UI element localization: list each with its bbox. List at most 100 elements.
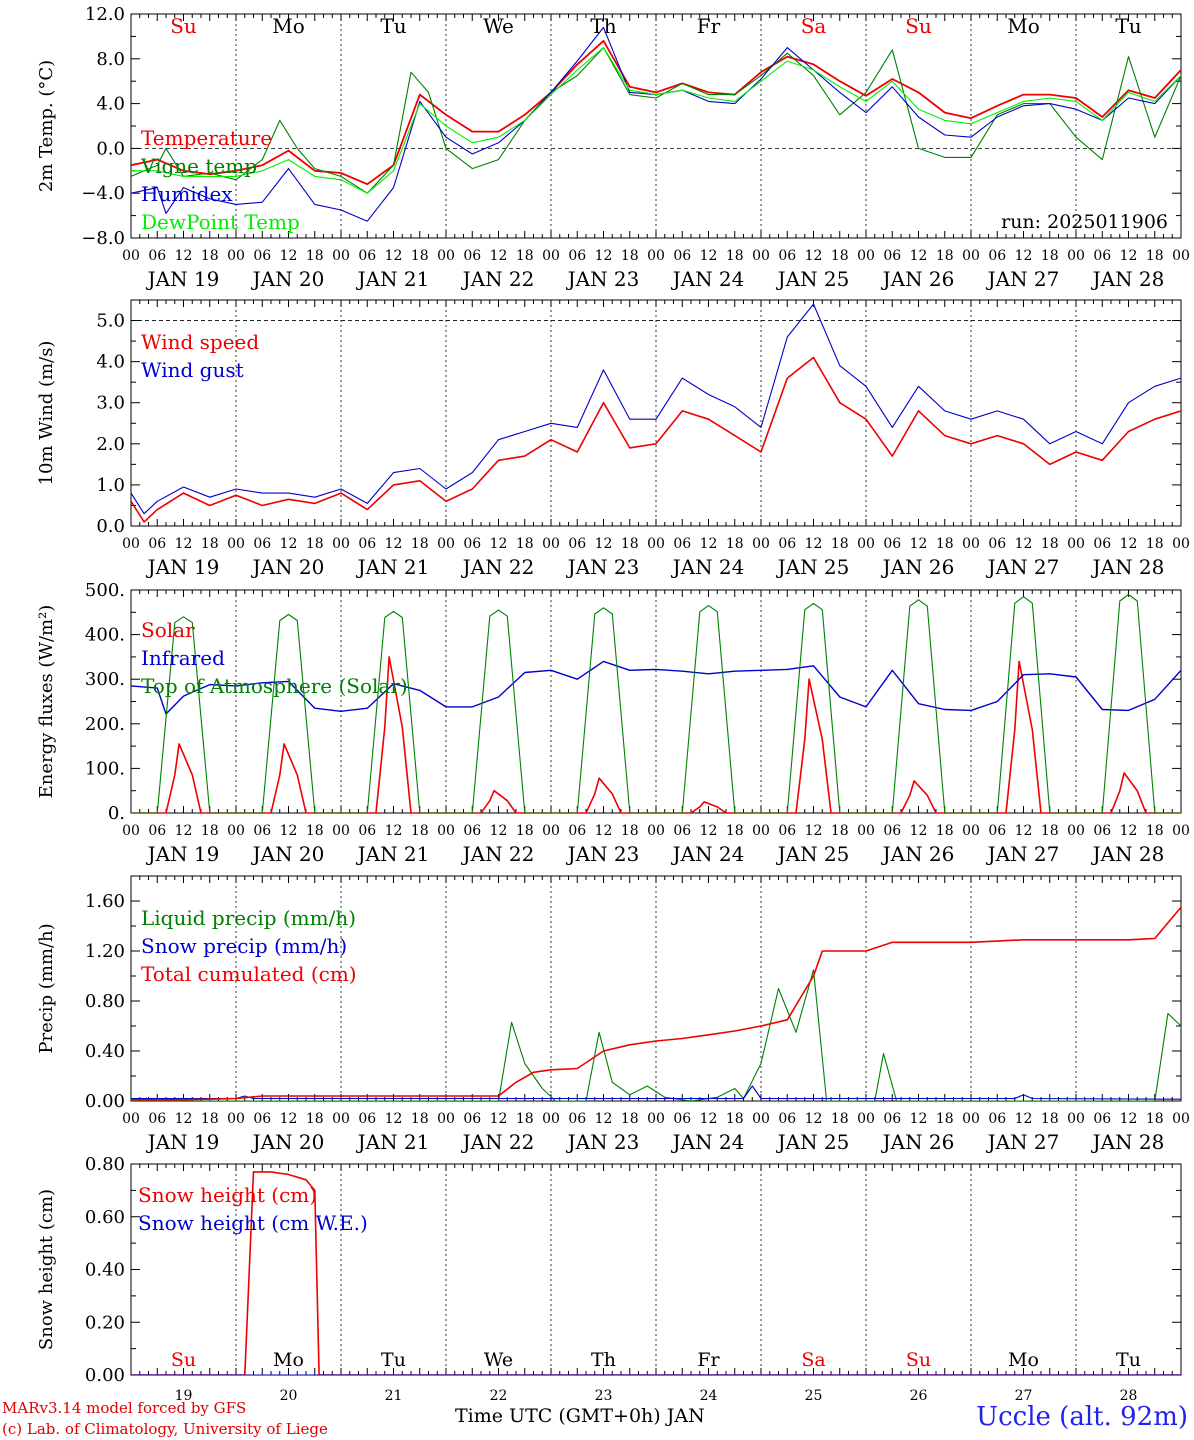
hour-label: 00 bbox=[542, 248, 560, 264]
weekday-label: Sa bbox=[801, 14, 827, 38]
day-label: JAN 28 bbox=[1091, 1130, 1165, 1154]
weekday-label: Fr bbox=[697, 1349, 720, 1371]
y-tick-label: 400. bbox=[85, 625, 125, 646]
day-label: JAN 20 bbox=[251, 1130, 325, 1154]
hour-label: 00 bbox=[962, 536, 980, 552]
hour-label: 06 bbox=[568, 536, 586, 552]
panel-3: 0. 100. 200. 300. 400. 500. Energy fluxes (W/m… bbox=[36, 580, 1190, 866]
hour-label: 00 bbox=[122, 248, 140, 264]
weekday-label: Tu bbox=[381, 1349, 406, 1371]
hour-label: 00 bbox=[752, 248, 770, 264]
hour-label: 06 bbox=[673, 1111, 691, 1127]
hour-label: 00 bbox=[542, 536, 560, 552]
hour-label: 00 bbox=[1172, 1111, 1190, 1127]
day-label: JAN 27 bbox=[986, 1130, 1060, 1154]
day-label: JAN 25 bbox=[776, 1130, 850, 1154]
hour-label: 00 bbox=[437, 823, 455, 839]
hour-label: 12 bbox=[490, 1111, 508, 1127]
hour-label: 12 bbox=[700, 1111, 718, 1127]
hour-label: 00 bbox=[437, 536, 455, 552]
hour-label: 18 bbox=[621, 823, 639, 839]
series-line bbox=[131, 40, 1181, 186]
day-label: JAN 26 bbox=[881, 1130, 955, 1154]
hour-label: 00 bbox=[437, 1111, 455, 1127]
hour-label: 18 bbox=[516, 536, 534, 552]
hour-label: 00 bbox=[647, 1111, 665, 1127]
y-tick-label: 0.00 bbox=[85, 1091, 125, 1112]
model-credit: MARv3.14 model forced by GFS bbox=[2, 1399, 247, 1417]
legend-entry: Snow height (cm W.E.) bbox=[138, 1211, 368, 1235]
hour-label: 00 bbox=[332, 823, 350, 839]
y-tick-label: 300. bbox=[85, 669, 125, 690]
hour-label: 18 bbox=[306, 1111, 324, 1127]
series-line bbox=[131, 1085, 1181, 1100]
hour-label: 06 bbox=[148, 823, 166, 839]
hour-label: 12 bbox=[175, 248, 193, 264]
hour-label: 06 bbox=[358, 248, 376, 264]
day-number: 26 bbox=[910, 1388, 928, 1404]
hour-label: 18 bbox=[1041, 248, 1059, 264]
hour-label: 06 bbox=[148, 536, 166, 552]
y-tick-label: 500. bbox=[85, 580, 125, 601]
hour-label: 12 bbox=[595, 823, 613, 839]
weekday-label: Th bbox=[591, 1349, 616, 1371]
series-line bbox=[131, 47, 1181, 194]
hour-label: 18 bbox=[936, 1111, 954, 1127]
day-label: JAN 20 bbox=[251, 555, 325, 579]
hour-label: 18 bbox=[306, 248, 324, 264]
hour-label: 00 bbox=[437, 248, 455, 264]
hour-label: 18 bbox=[201, 823, 219, 839]
hour-label: 18 bbox=[831, 1111, 849, 1127]
day-label: JAN 24 bbox=[671, 1130, 745, 1154]
hour-label: 00 bbox=[647, 248, 665, 264]
hour-label: 06 bbox=[463, 1111, 481, 1127]
legend-entry: Wind gust bbox=[141, 358, 244, 382]
y-tick-label: 0.60 bbox=[85, 1207, 125, 1228]
series-line bbox=[131, 906, 1181, 1101]
hour-label: 06 bbox=[148, 1111, 166, 1127]
day-label: JAN 23 bbox=[566, 842, 640, 866]
hour-label: 06 bbox=[1093, 536, 1111, 552]
y-tick-label: 0.40 bbox=[85, 1041, 125, 1062]
day-label: JAN 25 bbox=[776, 842, 850, 866]
hour-label: 00 bbox=[647, 536, 665, 552]
hour-label: 00 bbox=[332, 248, 350, 264]
day-label: JAN 21 bbox=[356, 842, 430, 866]
hour-label: 06 bbox=[988, 248, 1006, 264]
hour-label: 06 bbox=[778, 1111, 796, 1127]
weekday-label: Mo bbox=[1008, 1349, 1039, 1371]
y-tick-label: 0.80 bbox=[85, 991, 125, 1012]
y-tick-label: 2.0 bbox=[96, 434, 125, 455]
day-label: JAN 19 bbox=[146, 842, 220, 866]
hour-label: 12 bbox=[385, 1111, 403, 1127]
hour-label: 18 bbox=[306, 823, 324, 839]
hour-label: 00 bbox=[122, 1111, 140, 1127]
day-label: JAN 25 bbox=[776, 555, 850, 579]
hour-label: 12 bbox=[595, 1111, 613, 1127]
series-line bbox=[131, 356, 1181, 523]
hour-label: 12 bbox=[805, 536, 823, 552]
hour-label: 18 bbox=[831, 536, 849, 552]
hour-label: 12 bbox=[280, 536, 298, 552]
location-label: Uccle (alt. 92m) bbox=[976, 1402, 1188, 1432]
hour-label: 00 bbox=[332, 1111, 350, 1127]
hour-label: 18 bbox=[1041, 536, 1059, 552]
hour-label: 00 bbox=[962, 1111, 980, 1127]
hour-label: 06 bbox=[358, 536, 376, 552]
panel-1: −8.0 −4.0 0.0 4.0 8.0 12.0 2m Temp. (°C) Temper… bbox=[36, 4, 1190, 291]
hour-label: 12 bbox=[1015, 823, 1033, 839]
hour-label: 12 bbox=[1015, 1111, 1033, 1127]
hour-label: 00 bbox=[1067, 248, 1085, 264]
hour-label: 18 bbox=[201, 536, 219, 552]
day-label: JAN 21 bbox=[356, 555, 430, 579]
hour-label: 00 bbox=[1172, 536, 1190, 552]
y-tick-label: −8.0 bbox=[81, 228, 125, 249]
hour-label: 00 bbox=[752, 536, 770, 552]
day-label: JAN 27 bbox=[986, 842, 1060, 866]
hour-label: 18 bbox=[1041, 1111, 1059, 1127]
hour-label: 00 bbox=[332, 536, 350, 552]
day-label: JAN 23 bbox=[566, 267, 640, 291]
y-tick-label: 12.0 bbox=[85, 4, 125, 25]
weekday-label: Fr bbox=[697, 14, 721, 38]
day-number: 27 bbox=[1015, 1388, 1033, 1404]
